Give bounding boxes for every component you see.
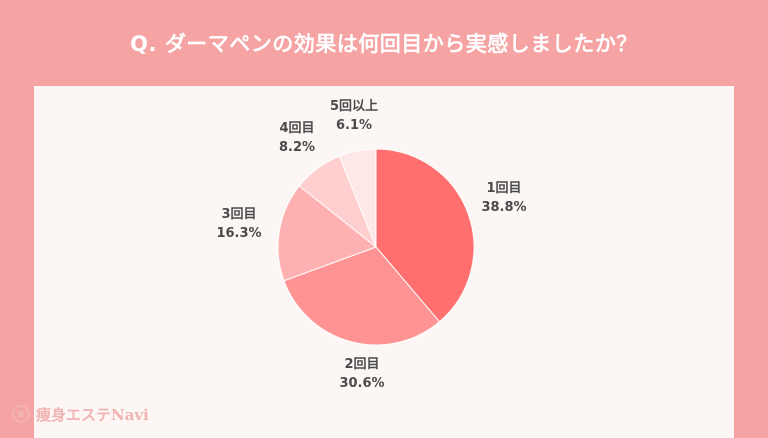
slice-value-4: 8.2% bbox=[279, 140, 315, 155]
slice-value-2: 30.6% bbox=[339, 376, 384, 391]
slice-label-3: 3回目 bbox=[221, 207, 256, 222]
slice-value-3: 16.3% bbox=[216, 226, 261, 241]
pie-slices bbox=[277, 148, 475, 346]
slice-value-1: 38.8% bbox=[481, 200, 526, 215]
pie-labels: 1回目 38.8% 2回目 30.6% 3回目 16.3% 4回目 8.2% 5回以上 6.1% bbox=[216, 99, 526, 391]
pie-slice-1 bbox=[375, 148, 475, 323]
slice-label-4: 4回目 bbox=[279, 121, 314, 136]
slice-label-5: 5回以上 bbox=[330, 99, 378, 114]
chart-title: Q. ダーマペンの効果は何回目から実感しましたか？ bbox=[130, 32, 638, 56]
brand-name: 痩身エステNavi bbox=[36, 405, 149, 424]
pie-slice-5 bbox=[338, 148, 377, 248]
pie-slice-3 bbox=[277, 185, 378, 282]
slice-value-5: 6.1% bbox=[336, 118, 372, 133]
brand-logo-icon bbox=[12, 405, 30, 423]
slice-label-1: 1回目 bbox=[486, 181, 521, 196]
pie-slice-2 bbox=[283, 246, 441, 346]
brand-logo: 痩身エステNavi bbox=[12, 401, 149, 427]
slice-label-2: 2回目 bbox=[344, 357, 379, 372]
